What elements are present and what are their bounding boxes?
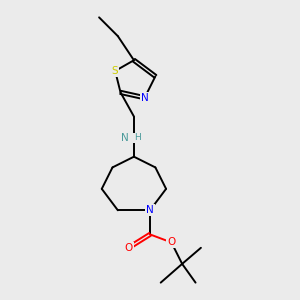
Text: H: H <box>134 134 141 142</box>
Text: O: O <box>124 243 133 253</box>
Text: O: O <box>167 237 175 248</box>
Text: N: N <box>121 133 129 143</box>
Text: S: S <box>112 66 119 76</box>
Text: N: N <box>141 93 148 103</box>
Text: N: N <box>146 205 154 215</box>
